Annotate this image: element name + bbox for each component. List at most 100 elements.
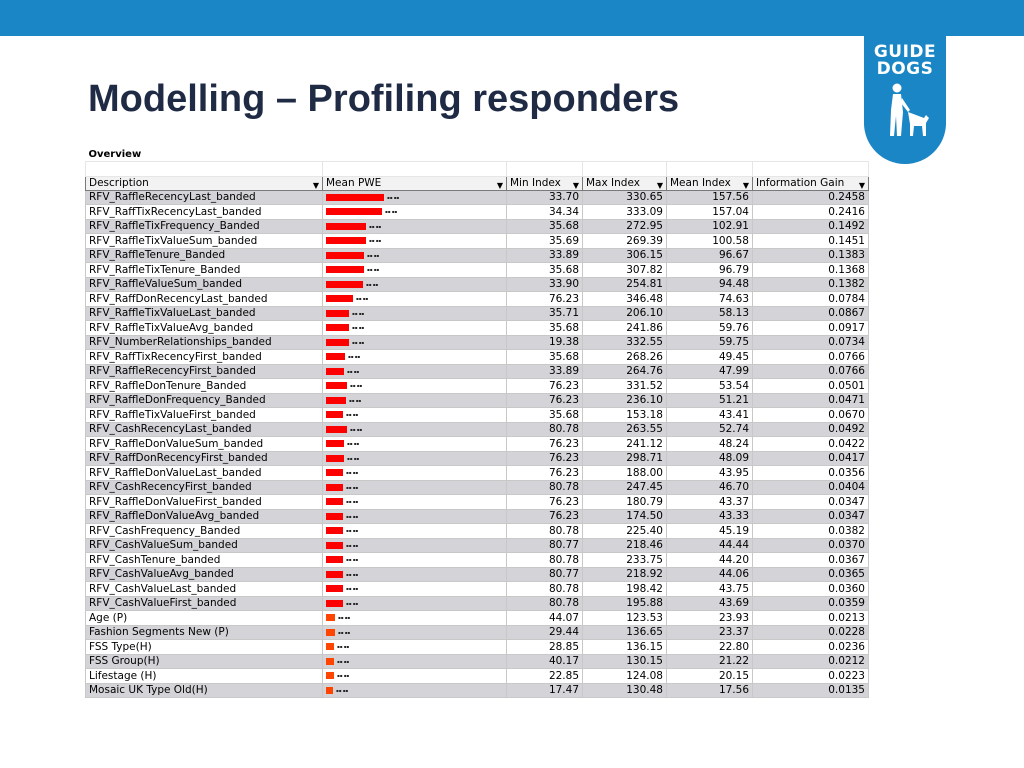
pwe-bar-label: ▪▪ ▪▪ <box>338 615 351 621</box>
cell-max-index: 188.00 <box>582 465 667 481</box>
cell-max-index: 307.82 <box>582 262 667 278</box>
cell-mean-pwe: ▪▪ ▪▪ <box>322 479 507 496</box>
table-row: Mosaic UK Type Old(H) ▪▪ ▪▪ 17.47 130.48 17.… <box>85 682 869 699</box>
cell-description: Age (P) <box>85 610 323 626</box>
guide-dog-icon <box>890 83 929 136</box>
cell-max-index: 298.71 <box>582 450 667 467</box>
table-row: RFV_RaffleRecencyLast_banded ▪▪ ▪▪ 33.70 33… <box>85 189 869 206</box>
profiling-spreadsheet: Overview Description ▼ Mean PWE ▼ Min Inde… <box>85 148 869 699</box>
cell-max-index: 195.88 <box>582 595 667 612</box>
cell-min-index: 33.70 <box>506 189 583 206</box>
cell-information-gain: 0.2458 <box>752 189 869 206</box>
cell-information-gain: 0.0492 <box>752 421 869 438</box>
cell-mean-pwe: ▪▪ ▪▪ <box>322 320 507 336</box>
cell-max-index: 225.40 <box>582 523 667 539</box>
pwe-bar <box>326 686 333 694</box>
cell-mean-pwe: ▪▪ ▪▪ <box>322 247 507 264</box>
cell-mean-index: 43.69 <box>666 595 753 612</box>
cell-information-gain: 0.0360 <box>752 581 869 597</box>
cell-max-index: 136.65 <box>582 624 667 641</box>
cell-mean-pwe: ▪▪ ▪▪ <box>322 624 507 641</box>
cell-information-gain: 0.1368 <box>752 262 869 278</box>
cell-description: RFV_RaffDonRecencyFirst_banded <box>85 450 323 467</box>
cell-mean-index: 43.37 <box>666 494 753 510</box>
pwe-bar <box>326 498 343 506</box>
pwe-bar <box>326 367 344 375</box>
cell-mean-pwe: ▪▪ ▪▪ <box>322 668 507 684</box>
cell-mean-index: 43.41 <box>666 407 753 423</box>
cell-max-index: 346.48 <box>582 291 667 307</box>
cell-mean-pwe: ▪▪ ▪▪ <box>322 523 507 539</box>
cell-min-index: 34.34 <box>506 204 583 220</box>
filter-header-description[interactable]: Description ▼ <box>85 175 323 191</box>
filter-header-mean-index[interactable]: Mean Index ▼ <box>666 175 753 191</box>
cell-min-index: 76.23 <box>506 392 583 409</box>
cell-max-index: 130.48 <box>582 682 667 699</box>
cell-description: RFV_RaffleTixTenure_Banded <box>85 262 323 278</box>
cell-max-index: 263.55 <box>582 421 667 438</box>
table-row: RFV_RaffleTixTenure_Banded ▪▪ ▪▪ 35.68 307.… <box>85 262 869 278</box>
table-row: RFV_RaffTixRecencyLast_banded ▪▪ ▪▪ 34.34 3… <box>85 204 869 220</box>
pwe-bar-label: ▪▪ ▪▪ <box>366 281 379 287</box>
filter-arrow-icon: ▼ <box>858 180 865 190</box>
cell-min-index: 35.68 <box>506 349 583 365</box>
table-row: RFV_RaffDonRecencyLast_banded ▪▪ ▪▪ 76.23 3… <box>85 291 869 307</box>
cell-mean-pwe: ▪▪ ▪▪ <box>322 392 507 409</box>
cell-max-index: 268.26 <box>582 349 667 365</box>
pwe-bar <box>326 657 334 665</box>
cell-min-index: 80.78 <box>506 595 583 612</box>
cell-min-index: 33.89 <box>506 363 583 380</box>
filter-header-mean-pwe[interactable]: Mean PWE ▼ <box>322 175 507 191</box>
cell-description: RFV_RaffleDonTenure_Banded <box>85 378 323 394</box>
cell-min-index: 35.68 <box>506 407 583 423</box>
pwe-bar <box>326 280 363 288</box>
cell-information-gain: 0.0784 <box>752 291 869 307</box>
cell-max-index: 254.81 <box>582 276 667 293</box>
pwe-bar-label: ▪▪ ▪▪ <box>348 354 361 360</box>
cell-information-gain: 0.1382 <box>752 276 869 293</box>
filter-header-max-index[interactable]: Max Index ▼ <box>582 175 667 191</box>
pwe-bar-label: ▪▪ ▪▪ <box>337 673 350 679</box>
cell-max-index: 206.10 <box>582 305 667 322</box>
table-row: RFV_CashFrequency_Banded ▪▪ ▪▪ 80.78 225.40… <box>85 523 869 539</box>
cell-description: RFV_CashFrequency_Banded <box>85 523 323 539</box>
cell-mean-index: 58.13 <box>666 305 753 322</box>
cell-mean-index: 51.21 <box>666 392 753 409</box>
pwe-bar-label: ▪▪ ▪▪ <box>346 513 359 519</box>
logo-word-dogs: DOGS <box>876 59 934 79</box>
cell-mean-pwe: ▪▪ ▪▪ <box>322 378 507 394</box>
cell-information-gain: 0.0417 <box>752 450 869 467</box>
cell-min-index: 35.69 <box>506 233 583 249</box>
cell-mean-pwe: ▪▪ ▪▪ <box>322 450 507 467</box>
pwe-bar-label: ▪▪ ▪▪ <box>349 397 362 403</box>
cell-mean-pwe: ▪▪ ▪▪ <box>322 436 507 452</box>
cell-mean-pwe: ▪▪ ▪▪ <box>322 537 507 554</box>
cell-min-index: 19.38 <box>506 334 583 351</box>
cell-information-gain: 0.0670 <box>752 407 869 423</box>
pwe-bar <box>326 266 364 274</box>
pwe-bar-label: ▪▪ ▪▪ <box>367 252 380 258</box>
cell-mean-pwe: ▪▪ ▪▪ <box>322 566 507 583</box>
pwe-bar-label: ▪▪ ▪▪ <box>346 470 359 476</box>
cell-information-gain: 0.0356 <box>752 465 869 481</box>
cell-max-index: 331.52 <box>582 378 667 394</box>
cell-min-index: 28.85 <box>506 639 583 655</box>
cell-max-index: 272.95 <box>582 218 667 235</box>
cell-information-gain: 0.0734 <box>752 334 869 351</box>
cell-min-index: 35.71 <box>506 305 583 322</box>
cell-information-gain: 0.0347 <box>752 494 869 510</box>
cell-information-gain: 0.0766 <box>752 349 869 365</box>
cell-mean-pwe: ▪▪ ▪▪ <box>322 581 507 597</box>
cell-min-index: 22.85 <box>506 668 583 684</box>
table-row: RFV_RaffDonRecencyFirst_banded ▪▪ ▪▪ 76.23… <box>85 450 869 467</box>
page-title: Modelling – Profiling responders <box>88 78 680 120</box>
filter-header-information-gain[interactable]: Information Gain ▼ <box>752 175 869 191</box>
cell-max-index: 124.08 <box>582 668 667 684</box>
cell-mean-index: 53.54 <box>666 378 753 394</box>
table-row: Age (P) ▪▪ ▪▪ 44.07 123.53 23.93 0.0213 <box>85 610 869 626</box>
cell-information-gain: 0.1383 <box>752 247 869 264</box>
table-row: RFV_RaffleTenure_Banded ▪▪ ▪▪ 33.89 306.15 9… <box>85 247 869 264</box>
pwe-bar <box>326 599 343 607</box>
filter-header-min-index[interactable]: Min Index ▼ <box>506 175 583 191</box>
table-row: Fashion Segments New (P) ▪▪ ▪▪ 29.44 136.65… <box>85 624 869 641</box>
